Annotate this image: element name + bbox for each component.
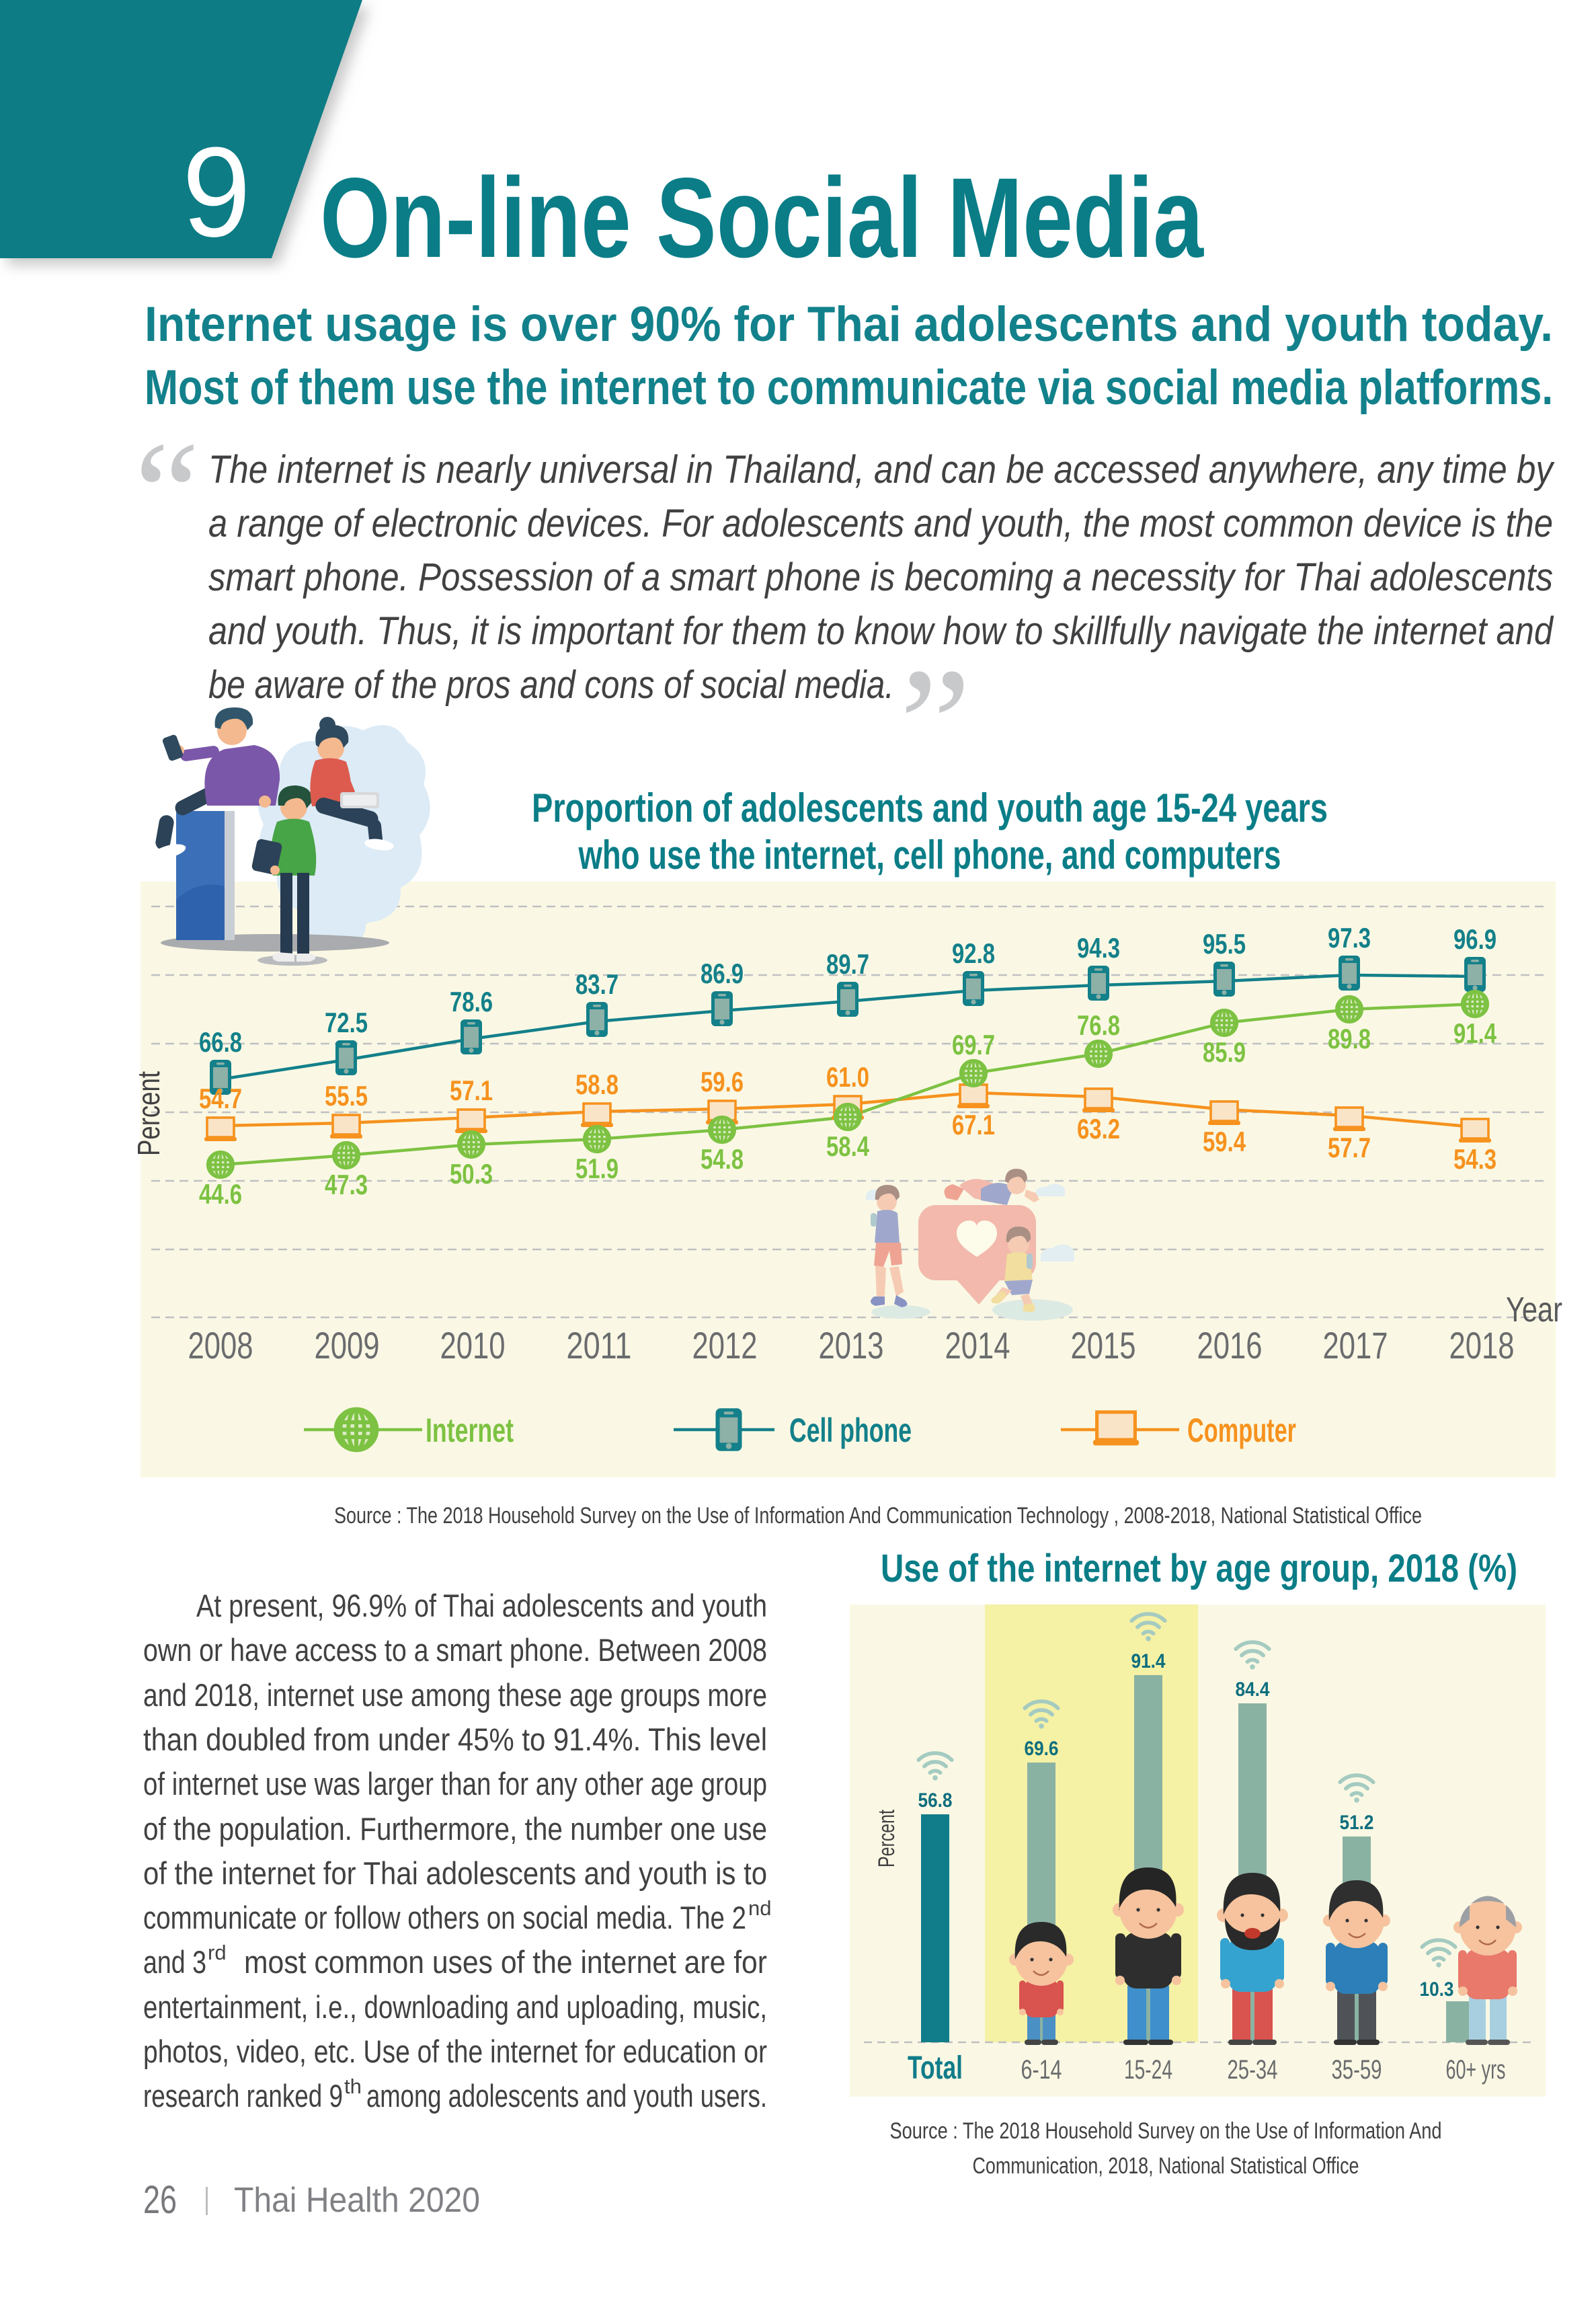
svg-text:Thai Health 2020: Thai Health 2020 — [234, 2181, 480, 2220]
svg-text:76.8: 76.8 — [1077, 1009, 1120, 1041]
svg-text:25-34: 25-34 — [1228, 2055, 1278, 2085]
svg-text:Most of them use the internet: Most of them use the internet to communi… — [145, 360, 1553, 415]
svg-text:2011: 2011 — [567, 1324, 632, 1366]
svg-text:61.0: 61.0 — [826, 1061, 869, 1093]
svg-text:Source : The 2018 Household Su: Source : The 2018 Household Survey on th… — [334, 1503, 1422, 1529]
svg-text:Communication, 2018, National: Communication, 2018, National Statistica… — [973, 2153, 1359, 2179]
svg-text:83.7: 83.7 — [575, 968, 619, 1000]
svg-text:58.4: 58.4 — [826, 1130, 869, 1162]
svg-text:97.3: 97.3 — [1328, 922, 1371, 954]
svg-text:smart phone. Possession of a s: smart phone. Possession of a smart phone… — [208, 555, 1553, 599]
svg-text:95.5: 95.5 — [1203, 928, 1246, 960]
svg-text:Cell phone: Cell phone — [789, 1412, 912, 1449]
svg-text:2010: 2010 — [440, 1324, 506, 1366]
svg-text:photos, video, etc. Use of the: photos, video, etc. Use of the internet … — [143, 2034, 767, 2069]
svg-text:rd: rd — [208, 1941, 227, 1964]
svg-text:58.8: 58.8 — [575, 1069, 619, 1100]
svg-text:2008: 2008 — [188, 1324, 253, 1366]
svg-text:9: 9 — [182, 121, 251, 264]
svg-text:2017: 2017 — [1323, 1324, 1388, 1366]
svg-text:among adolescents and youth us: among adolescents and youth users. — [366, 2078, 767, 2114]
svg-text:own or have access to a smart: own or have access to a smart phone. Bet… — [143, 1632, 767, 1668]
svg-text:10.3: 10.3 — [1420, 1978, 1454, 2001]
svg-text:Total: Total — [908, 2050, 963, 2086]
svg-text:who use the internet, cell pho: who use the internet, cell phone, and co… — [578, 833, 1281, 878]
svg-text:44.6: 44.6 — [199, 1178, 242, 1210]
svg-text:2016: 2016 — [1197, 1324, 1263, 1366]
svg-text:be aware of the pros and cons: be aware of the pros and cons of social … — [208, 663, 894, 707]
svg-text:2009: 2009 — [315, 1324, 380, 1366]
svg-text:communicate or follow others o: communicate or follow others on social m… — [143, 1900, 746, 1935]
svg-text:96.9: 96.9 — [1453, 923, 1497, 955]
svg-text:15-24: 15-24 — [1124, 2055, 1172, 2085]
svg-text:Internet usage is over 90% for: Internet usage is over 90% for Thai adol… — [145, 297, 1553, 352]
svg-text:57.7: 57.7 — [1328, 1132, 1371, 1163]
svg-text:a range of electronic devices.: a range of electronic devices. For adole… — [208, 502, 1553, 545]
svg-text:2013: 2013 — [819, 1324, 884, 1366]
svg-text:Computer: Computer — [1187, 1412, 1296, 1449]
svg-text:35-59: 35-59 — [1332, 2055, 1382, 2085]
svg-text:At present, 96.9% of Thai adol: At present, 96.9% of Thai adolescents an… — [196, 1588, 767, 1623]
svg-text:The internet is nearly univers: The internet is nearly universal in Thai… — [208, 448, 1555, 492]
svg-text:Year: Year — [1506, 1290, 1562, 1329]
svg-text:Proportion of adolescents and: Proportion of adolescents and youth age … — [532, 785, 1328, 830]
svg-text:89.7: 89.7 — [826, 948, 869, 980]
svg-text:26: 26 — [143, 2178, 177, 2222]
svg-text:66.8: 66.8 — [199, 1026, 242, 1058]
svg-text:59.6: 59.6 — [701, 1066, 744, 1097]
svg-text:91.4: 91.4 — [1131, 1650, 1166, 1672]
svg-text:51.2: 51.2 — [1340, 1812, 1374, 1834]
svg-text:entertainment, i.e., downloadi: entertainment, i.e., downloading and upl… — [143, 1989, 767, 2025]
svg-text:84.4: 84.4 — [1236, 1678, 1270, 1701]
svg-text:“: “ — [134, 412, 200, 574]
svg-text:50.3: 50.3 — [450, 1158, 493, 1190]
svg-text:6-14: 6-14 — [1021, 2055, 1062, 2085]
svg-text:55.5: 55.5 — [325, 1080, 368, 1112]
svg-text:Use of the internet by age gro: Use of the internet by age group, 2018 (… — [881, 1547, 1517, 1590]
svg-text:69.7: 69.7 — [952, 1029, 995, 1060]
svg-text:69.6: 69.6 — [1025, 1738, 1059, 1760]
svg-text:and youth. Thus, it is importa: and youth. Thus, it is important for the… — [208, 609, 1554, 653]
svg-text:91.4: 91.4 — [1453, 1017, 1497, 1049]
svg-text:most common uses of the intern: most common uses of the internet are for — [244, 1944, 767, 1980]
svg-text:2014: 2014 — [945, 1324, 1010, 1366]
svg-text:54.8: 54.8 — [701, 1143, 744, 1175]
svg-text:and 3: and 3 — [143, 1944, 206, 1980]
svg-text:Percent: Percent — [131, 1071, 166, 1156]
svg-text:”: ” — [900, 635, 971, 814]
svg-text:56.8: 56.8 — [918, 1789, 953, 1812]
svg-text:54.3: 54.3 — [1453, 1143, 1497, 1175]
svg-text:On-line Social Media: On-line Social Media — [320, 154, 1205, 281]
svg-text:86.9: 86.9 — [701, 958, 744, 989]
svg-text:of the population. Furthermore: of the population. Furthermore, the numb… — [143, 1811, 767, 1847]
svg-text:47.3: 47.3 — [325, 1169, 368, 1200]
svg-text:57.1: 57.1 — [450, 1075, 493, 1106]
svg-text:th: th — [344, 2075, 362, 2098]
svg-text:Source : The 2018 Household Su: Source : The 2018 Household Survey on th… — [890, 2118, 1442, 2144]
svg-text:of internet use was larger tha: of internet use was larger than for any … — [143, 1766, 767, 1802]
svg-text:85.9: 85.9 — [1203, 1036, 1246, 1068]
svg-text:than doubled from under 45% to: than doubled from under 45% to 91.4%. Th… — [143, 1722, 767, 1757]
svg-text:59.4: 59.4 — [1203, 1126, 1246, 1157]
svg-text:67.1: 67.1 — [952, 1109, 995, 1140]
svg-text:92.8: 92.8 — [952, 937, 995, 969]
svg-text:51.9: 51.9 — [575, 1153, 619, 1184]
svg-text:94.3: 94.3 — [1077, 932, 1120, 964]
svg-text:Internet: Internet — [426, 1412, 514, 1449]
svg-text:Percent: Percent — [874, 1810, 900, 1867]
svg-text:nd: nd — [748, 1896, 771, 1920]
svg-text:89.8: 89.8 — [1328, 1023, 1371, 1054]
svg-text:of the internet for Thai adole: of the internet for Thai adolescents and… — [143, 1855, 767, 1891]
svg-text:72.5: 72.5 — [325, 1007, 368, 1038]
svg-text:63.2: 63.2 — [1077, 1113, 1120, 1145]
svg-text:2012: 2012 — [692, 1324, 758, 1366]
svg-text:and 2018, internet use among t: and 2018, internet use among these age g… — [143, 1677, 767, 1713]
svg-text:2018: 2018 — [1449, 1324, 1515, 1366]
svg-text:54.7: 54.7 — [199, 1083, 242, 1114]
svg-text:research ranked 9: research ranked 9 — [143, 2078, 343, 2114]
svg-text:2015: 2015 — [1071, 1324, 1136, 1366]
svg-text:60+ yrs: 60+ yrs — [1446, 2055, 1506, 2085]
svg-text:78.6: 78.6 — [450, 986, 493, 1017]
